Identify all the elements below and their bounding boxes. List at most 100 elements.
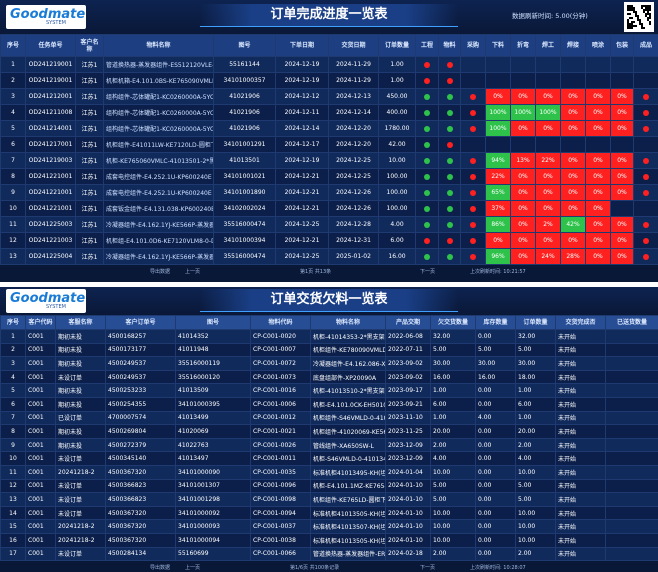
cell: 0.00 [475,492,516,507]
progress-cell: 0% [610,216,634,233]
progress-cell: 0% [610,120,634,137]
status-dot [424,173,430,180]
status-dot [470,125,476,132]
cell: 江苏1 [75,56,104,73]
cell: 5.00 [515,342,556,358]
done-cell [633,136,658,153]
status-dot [424,77,430,84]
cell: 34101000094 [175,532,251,548]
shortage-table: 序号 客户代码 客服名称 客户订单号 图号 物料代码 物料名称 产品交期 欠交货数量 库存数量 订单… [0,315,658,562]
cell [605,383,658,398]
cell: 机柜组件-KE765LD-圆柜下移门 [310,492,386,507]
table-row: 5 OD241214001 江苏1 组构组件-芯体罐配1-KC0260000A-5YC… [0,120,658,137]
cell: 41021906 [213,120,276,137]
status-dot [446,221,453,228]
next-button[interactable]: 下一页 [420,565,436,572]
table-row: 6 C001 期初未投 4500254355 34101000395 CP-C001-00… [0,396,658,412]
done-cell [633,72,658,89]
prev-button[interactable]: 上一页 [185,565,201,572]
cell: 成套电控组件-E4.252.1U-KP600240E [103,168,214,185]
progress-cell [585,56,611,73]
column-header: 交货日期 [328,34,379,57]
cell: 4500345140 [105,451,176,466]
progress-cell: 0% [585,200,611,217]
table-row: 10 C001 未设订单 4500345140 41013497 CP-C001-0011… [0,451,658,466]
status-cell [460,152,486,169]
cell: 41013497 [175,451,251,466]
cell: 5.00 [430,478,476,494]
done-cell [633,200,658,217]
export-button[interactable]: 导出数据 [150,565,171,572]
cell [605,329,658,344]
status-cell [438,216,461,233]
cell: 4 [0,104,26,121]
cell: 机柜组-E4.101.0D6-KE7120VLM8-0-DHY [103,232,214,249]
progress-cell: 0% [535,168,561,185]
export-button[interactable]: 导出数据 [150,269,171,275]
cell: 未开始 [555,437,606,453]
cell: 2024-12-25 [275,216,329,233]
status-dot [470,189,476,196]
cell [605,519,658,534]
status-dot [470,93,476,100]
status-cell [460,248,486,265]
cell: 已设订单 [55,410,106,426]
status-dot [446,77,453,84]
cell: 10.00 [378,152,416,169]
cell: 0.00 [475,437,516,453]
column-header: 图号 [175,315,251,330]
cell: 底盘组部件-XP20090A [310,369,386,385]
status-cell [438,88,461,105]
status-cell [415,168,439,185]
cell: 标准机柜41013495-KH(坦-KE768 [310,464,386,480]
status-cell [415,248,439,265]
prev-button[interactable]: 上一页 [185,269,201,275]
next-button[interactable]: 下一页 [420,269,436,275]
cell: 0.00 [475,505,516,521]
status-dot [643,253,649,260]
cell: 2024-01-04 [385,464,431,480]
cell [605,505,658,521]
status-dot [643,93,649,100]
cell: 2024-12-19 [275,56,329,73]
progress-cell [485,56,511,73]
cell: 34102002024 [213,200,276,217]
column-header: 订单数量 [515,315,556,330]
cell: 7 [0,410,26,426]
progress-cell: 94% [485,152,511,169]
cell: 41013501 [213,152,276,169]
column-header: 任务单号 [25,34,76,57]
cell: 0.00 [475,396,516,412]
status-dot [470,157,476,164]
cell: CP-C001-0007 [250,342,311,358]
cell: 4500366823 [105,492,176,507]
status-cell [415,184,439,201]
cell: 6.00 [515,396,556,412]
status-cell [438,120,461,137]
cell: 2024-12-21 [275,184,329,201]
progress-cell: 0% [560,88,586,105]
cell: CP-C001-0035 [250,464,311,480]
cell [605,437,658,453]
cell: 4.00 [475,410,516,426]
cell: 4500284134 [105,546,176,562]
progress-cell [535,136,561,153]
cell: 2024-12-25 [328,152,379,169]
table-row: 4 C001 未设订单 4500249537 35516000120 CP-C001-00… [0,369,658,385]
cell: C001 [25,342,56,358]
cell [605,546,658,562]
table-row: 10 OD241221001 江苏1 成套钣金组件-E4.131.038-KP6002… [0,200,658,217]
cell: 1.00 [515,383,556,398]
status-dot [643,189,649,196]
cell [605,532,658,548]
cell: 4500168257 [105,329,176,344]
cell: 20241218-2 [55,464,106,480]
table-row: 2 C001 期初未投 4500173177 41011948 CP-C001-0007 机… [0,342,658,358]
cell: 2023-09-02 [385,369,431,385]
cell: 江苏1 [75,168,104,185]
done-cell [633,120,658,137]
cell: 4.00 [430,451,476,466]
cell: 12 [0,478,26,494]
cell: 2 [0,72,26,89]
cell [605,356,658,371]
